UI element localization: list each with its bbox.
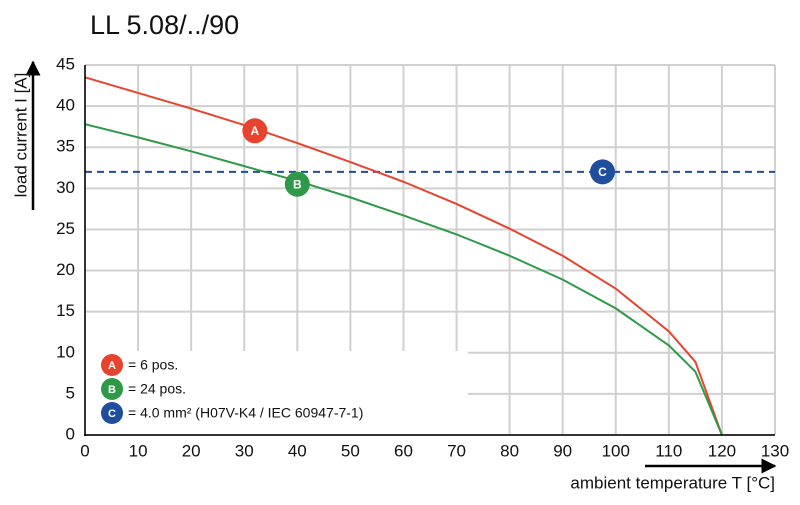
x-tick-label: 80 bbox=[500, 441, 519, 460]
x-tick-label: 40 bbox=[288, 441, 307, 460]
y-tick-label: 0 bbox=[66, 424, 75, 443]
legend-text: = 6 pos. bbox=[128, 357, 178, 373]
x-tick-label: 30 bbox=[235, 441, 254, 460]
legend-marker bbox=[101, 354, 123, 376]
label-marker-text: A bbox=[251, 124, 260, 138]
series-line bbox=[84, 123, 723, 436]
label-marker-text: B bbox=[293, 177, 302, 191]
legend-marker-text: B bbox=[108, 384, 116, 396]
x-tick-label: 50 bbox=[341, 441, 360, 460]
x-tick-label: 60 bbox=[394, 441, 413, 460]
x-tick-label: 90 bbox=[553, 441, 572, 460]
label-marker bbox=[284, 171, 310, 197]
legend-marker bbox=[101, 402, 123, 424]
y-tick-label: 15 bbox=[56, 301, 75, 320]
chart-title: LL 5.08/../90 bbox=[90, 10, 239, 40]
x-tick-label: 110 bbox=[655, 441, 682, 460]
y-tick-label: 45 bbox=[56, 54, 75, 73]
x-tick-label: 100 bbox=[602, 441, 630, 460]
legend-marker bbox=[101, 378, 123, 400]
legend-marker-text: A bbox=[108, 360, 116, 372]
series-line bbox=[84, 76, 723, 436]
legend-text: = 24 pos. bbox=[128, 381, 186, 397]
x-tick-label: 70 bbox=[447, 441, 466, 460]
y-tick-label: 5 bbox=[66, 383, 75, 402]
label-marker bbox=[242, 118, 268, 144]
x-tick-label: 130 bbox=[761, 441, 789, 460]
legend-box bbox=[86, 351, 468, 434]
y-axis-label: load current I [A] bbox=[11, 73, 30, 198]
y-tick-label: 30 bbox=[56, 178, 75, 197]
x-tick-label: 10 bbox=[129, 441, 148, 460]
legend-text: = 4.0 mm² (H07V-K4 / IEC 60947-7-1) bbox=[128, 405, 363, 421]
x-tick-label: 120 bbox=[708, 441, 736, 460]
x-tick-label: 0 bbox=[80, 441, 89, 460]
y-tick-label: 10 bbox=[56, 342, 75, 361]
label-marker bbox=[590, 159, 615, 185]
y-tick-label: 40 bbox=[56, 96, 75, 115]
legend-marker-text: C bbox=[108, 408, 116, 420]
y-tick-label: 20 bbox=[56, 260, 75, 279]
x-axis-label: ambient temperature T [°C] bbox=[570, 473, 775, 492]
x-tick-label: 20 bbox=[182, 441, 201, 460]
y-tick-label: 25 bbox=[56, 219, 75, 238]
y-tick-label: 35 bbox=[56, 137, 75, 156]
label-marker-text: C bbox=[598, 165, 607, 179]
